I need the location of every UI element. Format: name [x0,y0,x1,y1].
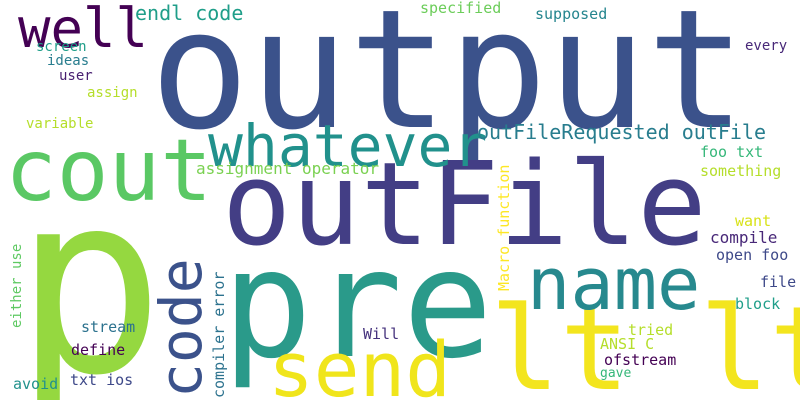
word-assign: assign [87,85,138,101]
word-screen: screen [36,39,87,55]
word-stream: stream [81,318,136,336]
word-p: p [14,139,165,400]
word-tried: tried [628,321,674,339]
word-outFileRequested-outFile: outFileRequested outFile [477,120,766,144]
word-every: every [745,38,788,54]
word-variable: variable [26,116,94,132]
word-gave: gave [600,366,632,381]
word-well: well [18,0,149,60]
word-file: file [760,273,797,291]
word-ansi-c: ANSI C [600,335,655,353]
word-ideas: ideas [47,53,90,69]
word-define: define [71,341,126,359]
word-cout: cout [5,121,213,221]
word-outFile: outFile [222,138,707,272]
word-ofstream: ofstream [604,351,677,369]
word-something: something [700,162,782,180]
word-compiler-error: compiler error [210,271,228,398]
word-send: send [268,325,452,400]
word-lt-lt: lt lt [490,282,800,400]
word-foo-txt: foo txt [700,143,764,161]
word-compile: compile [710,228,778,247]
word-will: Will [363,325,400,343]
word-pre: pre [222,218,493,392]
word-specified: specified [420,0,502,17]
word-macro-function: Macro function [495,164,513,291]
word-block: block [735,295,781,313]
word-assignment-operator: assignment operator [196,159,380,178]
word-output: output [150,0,747,166]
word-open-foo: open foo [716,246,789,264]
word-user: user [59,68,93,84]
word-avoid: avoid [13,375,59,393]
word-name: name [527,242,701,326]
word-endl-code: endl code [135,1,244,25]
word-code: code [147,258,215,398]
word-either-use: either use [9,243,25,328]
word-whatever: whatever [208,112,488,180]
word-supposed: supposed [535,5,608,23]
word-txt-ios: txt ios [70,371,134,389]
word-want: want [735,212,772,230]
